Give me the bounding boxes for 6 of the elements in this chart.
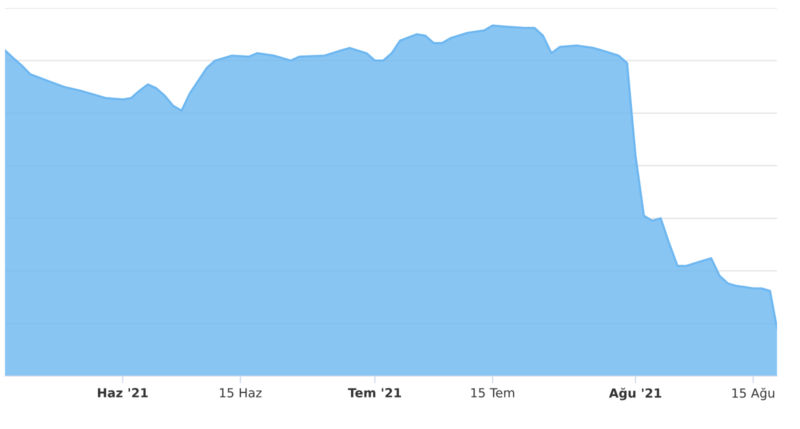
x-tick-label: Tem '21 xyxy=(348,388,401,398)
x-tick-label: Haz '21 xyxy=(98,388,148,398)
x-tick-label: 15 Ağu xyxy=(732,388,774,400)
x-tick-label: Ağu '21 xyxy=(609,388,662,400)
x-tick-label: 15 Haz xyxy=(220,388,262,398)
x-tick-label: 15 Tem xyxy=(471,388,514,398)
